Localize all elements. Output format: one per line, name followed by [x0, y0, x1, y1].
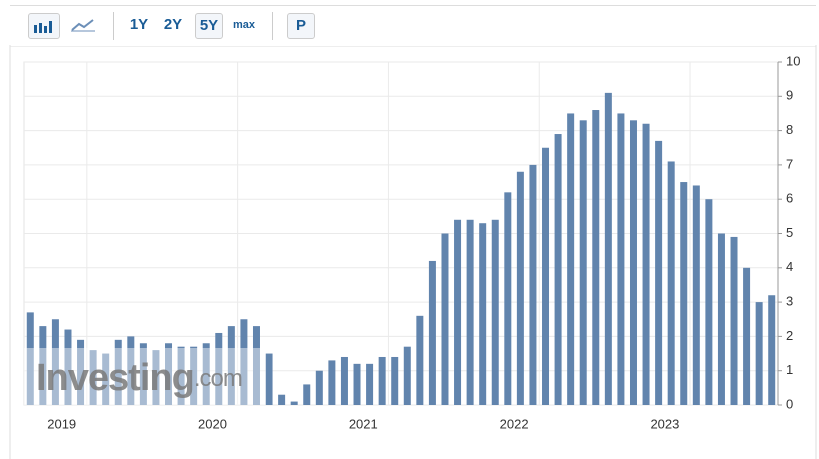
- bar: [240, 319, 248, 405]
- bar: [542, 147, 550, 405]
- bar: [554, 134, 562, 405]
- bar: [516, 171, 524, 405]
- y-tick-label: 6: [786, 191, 793, 206]
- watermark-suffix: .com: [194, 365, 242, 392]
- y-tick-label: 3: [786, 294, 793, 309]
- bar: [378, 356, 386, 405]
- watermark: Investing.com: [36, 357, 242, 399]
- range-max[interactable]: max: [232, 19, 256, 31]
- bar: [51, 319, 59, 405]
- bar: [190, 346, 198, 405]
- bar: [290, 401, 298, 405]
- bar: [629, 120, 637, 405]
- bar: [353, 363, 361, 405]
- bar: [202, 343, 210, 405]
- bar: [579, 120, 587, 405]
- y-tick-label: 4: [786, 259, 793, 274]
- bar: [479, 223, 487, 405]
- bar: [755, 302, 763, 405]
- bar: [592, 110, 600, 406]
- bar: [416, 315, 424, 405]
- bar: [491, 219, 499, 405]
- bar: [441, 233, 449, 405]
- range-2y[interactable]: 2Y: [163, 16, 183, 33]
- bar: [328, 360, 336, 405]
- bar: [655, 140, 663, 405]
- bar: [152, 350, 160, 405]
- bar: [743, 267, 751, 405]
- y-tick-label: 5: [786, 225, 793, 240]
- bar: [391, 356, 399, 405]
- bar: [567, 113, 575, 405]
- y-tick-label: 0: [786, 396, 793, 411]
- x-tick-label: 2021: [349, 416, 378, 431]
- bar: [340, 356, 348, 405]
- bar: [768, 295, 776, 405]
- bar: [428, 260, 436, 405]
- bar: [366, 363, 374, 405]
- line-chart-button[interactable]: [68, 13, 98, 37]
- range-1y[interactable]: 1Y: [129, 16, 149, 33]
- bar: [403, 346, 411, 405]
- bar: [705, 199, 713, 405]
- bar: [504, 192, 512, 405]
- bar: [252, 326, 260, 405]
- watermark-brand: Investing: [36, 357, 194, 399]
- x-tick-label: 2019: [47, 416, 76, 431]
- p-button[interactable]: P: [287, 13, 315, 39]
- y-tick-label: 7: [786, 156, 793, 171]
- bar: [139, 343, 147, 405]
- y-tick-label: 2: [786, 328, 793, 343]
- bar: [114, 339, 122, 405]
- bar: [680, 182, 688, 405]
- x-tick-label: 2022: [500, 416, 529, 431]
- bar: [730, 236, 738, 405]
- bar: [454, 219, 462, 405]
- bar: [64, 329, 72, 405]
- bar: [278, 394, 286, 405]
- bar: [604, 92, 612, 406]
- y-tick-label: 10: [786, 53, 800, 68]
- bar: [265, 353, 273, 405]
- watermark-backdrop: [24, 348, 266, 405]
- range-5y[interactable]: 5Y: [195, 13, 223, 39]
- x-tick-label: 2020: [198, 416, 227, 431]
- bar-chart-button[interactable]: [28, 13, 60, 39]
- bar: [39, 326, 47, 405]
- bar: [642, 123, 650, 406]
- bar: [303, 384, 311, 405]
- y-tick-label: 9: [786, 88, 793, 103]
- bar: [77, 339, 85, 405]
- bar: [26, 312, 34, 405]
- bar: [466, 219, 474, 405]
- bar: [215, 332, 223, 405]
- toolbar: 1Y 2Y 5Y max P: [10, 5, 816, 47]
- bar: [102, 353, 110, 405]
- bar: [667, 161, 675, 405]
- bar: [127, 336, 135, 405]
- bar: [617, 113, 625, 405]
- bar: [227, 326, 235, 405]
- y-tick-label: 1: [786, 362, 793, 377]
- bar: [529, 164, 537, 405]
- bar: [165, 343, 173, 405]
- bar: [177, 346, 185, 405]
- bar: [315, 370, 323, 405]
- x-tick-label: 2023: [650, 416, 679, 431]
- bar: [89, 350, 97, 405]
- bar: [692, 185, 700, 405]
- y-tick-label: 8: [786, 122, 793, 137]
- bar: [717, 233, 725, 405]
